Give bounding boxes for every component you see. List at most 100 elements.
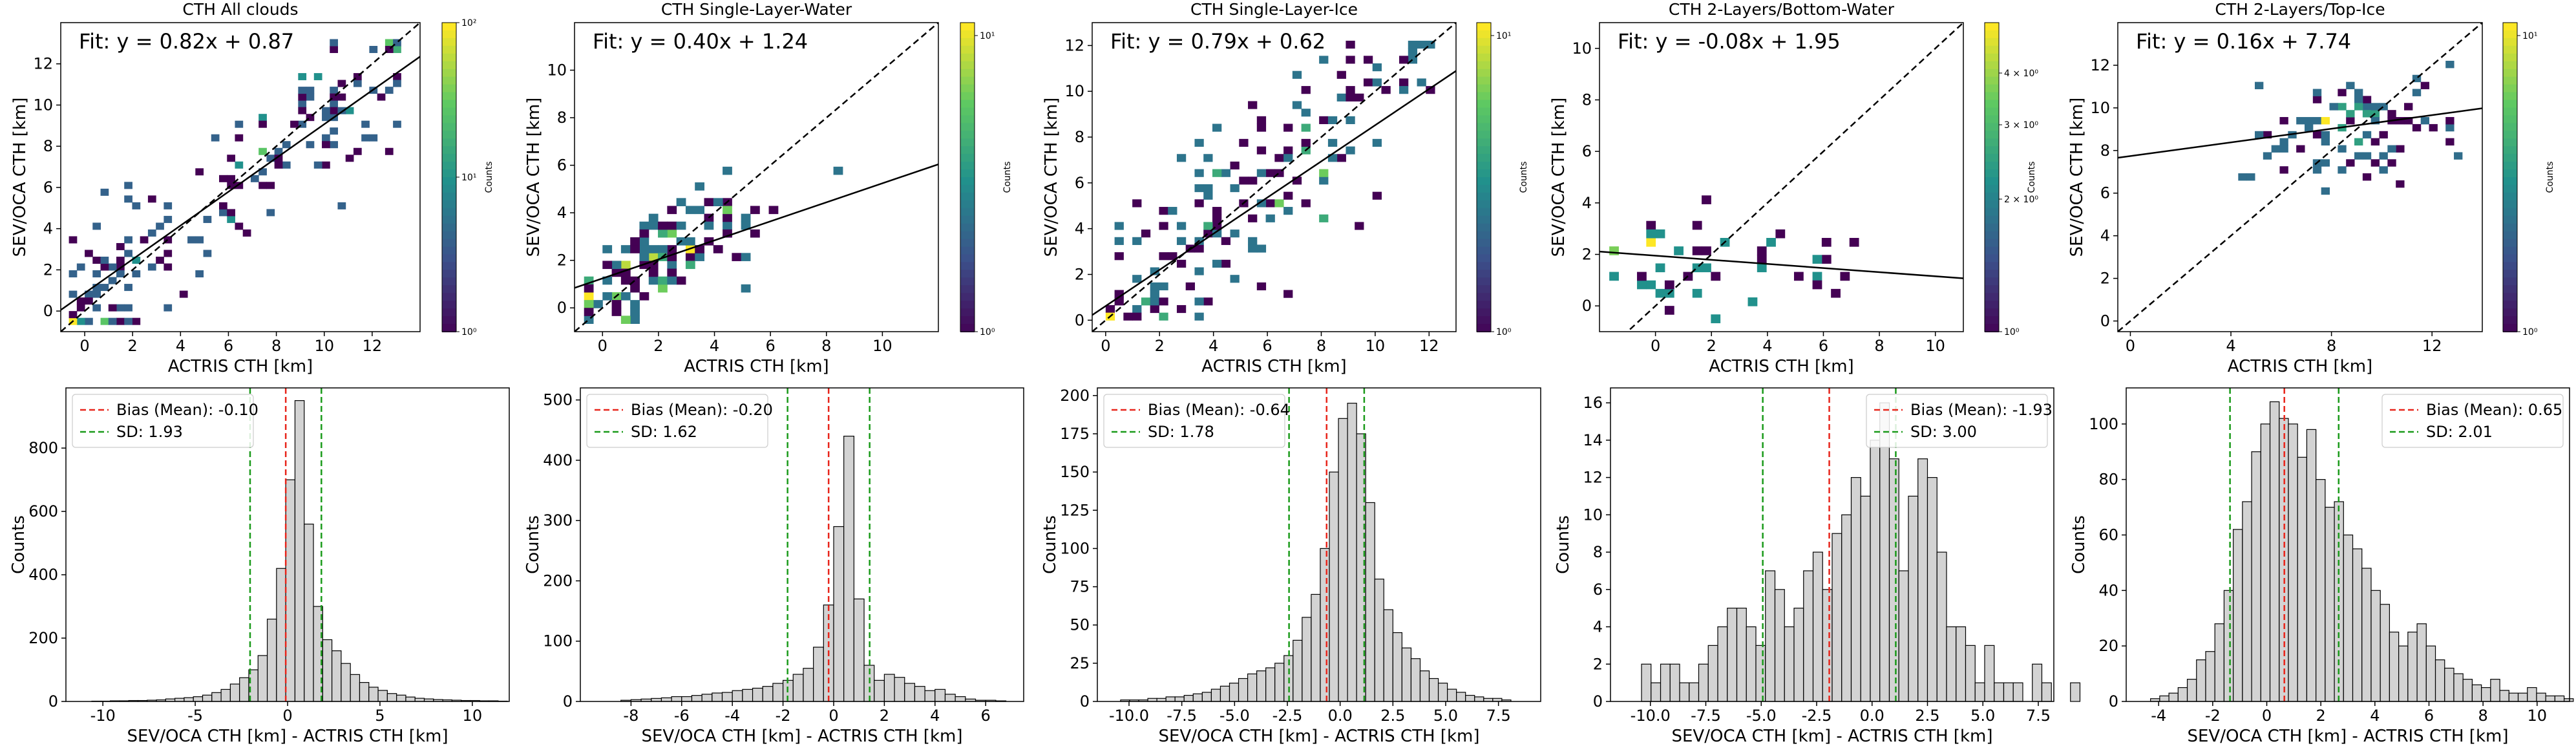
histogram-bar [211, 692, 222, 702]
density-cell [298, 100, 307, 108]
density-cell [2312, 89, 2322, 96]
colorbar-segment [960, 277, 975, 286]
histogram-bar [322, 639, 333, 702]
colorbar-segment [2503, 30, 2517, 39]
density-cell [1301, 123, 1311, 132]
one-to-one-line [2118, 23, 2482, 332]
colorbar-tick-label: 10⁰ [461, 327, 477, 337]
density-cell [1283, 154, 1293, 162]
histogram-bar [377, 690, 388, 702]
density-cell [1248, 244, 1258, 253]
density-cell [593, 300, 603, 308]
y-axis-label: SEV/OCA CTH [km] [1042, 98, 1061, 257]
density-cell [1176, 154, 1187, 162]
density-cell [833, 166, 843, 175]
y-tick-label: 0 [557, 299, 567, 317]
density-cell [2362, 152, 2372, 160]
y-tick-label: 40 [2098, 581, 2118, 599]
plot-frame [1599, 22, 1964, 332]
density-cell [1150, 267, 1159, 275]
histogram-bar [2462, 679, 2473, 702]
density-cell [330, 100, 338, 108]
y-tick-label: 0 [1075, 311, 1084, 329]
density-cell [85, 297, 93, 305]
density-cell [377, 93, 386, 101]
y-tick-label: 4 [1582, 194, 1592, 212]
density-cell [1408, 48, 1418, 56]
density-cell [2354, 138, 2363, 146]
density-cell [2346, 117, 2355, 125]
legend: Bias (Mean): -0.20 SD: 1.62 [586, 394, 773, 448]
x-tick-label: 4 [710, 337, 719, 355]
density-cell [1176, 305, 1187, 314]
colorbar-segment [960, 246, 975, 255]
colorbar-segment [960, 262, 975, 271]
density-cell [1655, 288, 1665, 298]
y-tick-label: 0 [43, 302, 53, 320]
x-tick-label: 2 [128, 337, 138, 355]
colorbar-segment [2503, 262, 2517, 271]
colorbar-segment [1477, 177, 1491, 186]
colorbar-segment [960, 208, 975, 217]
colorbar-segment [1985, 146, 1999, 155]
x-axis-label: SEV/OCA CTH [km] - ACTRIS CTH [km] [2188, 727, 2509, 746]
density-cell [1637, 280, 1647, 290]
colorbar-segment [1985, 37, 1999, 47]
density-cell [219, 175, 227, 182]
colorbar-segment [1985, 262, 1999, 271]
colorbar-segment [1477, 231, 1491, 240]
x-tick-label: -8 [623, 707, 639, 725]
histogram-bar [1870, 440, 1881, 702]
density-cell [1212, 123, 1222, 132]
colorbar-segment [442, 208, 456, 217]
density-cell [69, 311, 78, 319]
histogram-bar [1256, 670, 1267, 702]
colorbar-segment [2503, 69, 2517, 78]
colorbar-tick-label: 10⁰ [1496, 327, 1512, 337]
density-cell [330, 141, 338, 149]
histogram-bar [1717, 626, 1728, 702]
density-cell [2396, 145, 2405, 153]
colorbar-segment [1477, 107, 1491, 116]
density-cell [741, 213, 751, 222]
x-tick-label: 0.0 [1328, 707, 1353, 725]
y-tick-label: 2 [43, 261, 53, 279]
density-cell [1319, 56, 1329, 64]
colorbar-segment [1477, 162, 1491, 171]
density-cell [69, 290, 78, 298]
density-cell [100, 257, 109, 264]
histogram-bar [1174, 696, 1185, 702]
x-tick-label: 8 [2478, 707, 2488, 725]
density-cell [1283, 146, 1293, 155]
x-tick-label: -10.0 [1631, 707, 1671, 725]
histogram-bar [1974, 682, 1985, 702]
heatmap-panel-4: CTH 2-Layers/Bottom-Water Fit: y = -0.08x… [1549, 0, 2038, 376]
density-cell [630, 308, 640, 316]
histogram-bar [2499, 690, 2509, 702]
histogram-panel-3: Bias (Mean): -0.64 SD: 1.78 -10.0 -7.5 -5.0 -… [1040, 387, 1541, 746]
histogram-bar [762, 686, 774, 702]
histogram-bar [1936, 551, 1947, 702]
density-cell [667, 261, 677, 270]
density-cell [1327, 116, 1338, 125]
histogram-bar [2508, 692, 2519, 702]
density-cell [630, 237, 640, 246]
colorbar-segment [1477, 200, 1491, 209]
colorbar-segment [1985, 131, 1999, 140]
fit-line [2118, 107, 2482, 159]
colorbar-segment [1985, 177, 1999, 186]
x-tick-label: -10 [90, 707, 116, 725]
density-cell [330, 46, 338, 54]
density-cell [667, 276, 677, 285]
histogram-bar [2536, 692, 2546, 702]
histogram-bar [1793, 608, 1804, 702]
histogram-bar [2242, 501, 2252, 702]
density-cell [322, 114, 330, 122]
colorbar-label: Counts [2027, 162, 2037, 193]
density-cell [164, 263, 173, 271]
colorbar-segment [1985, 215, 1999, 224]
density-cell [1821, 238, 1832, 247]
density-cell [611, 300, 622, 308]
colorbar-segment [442, 84, 456, 93]
density-cell [741, 221, 751, 230]
